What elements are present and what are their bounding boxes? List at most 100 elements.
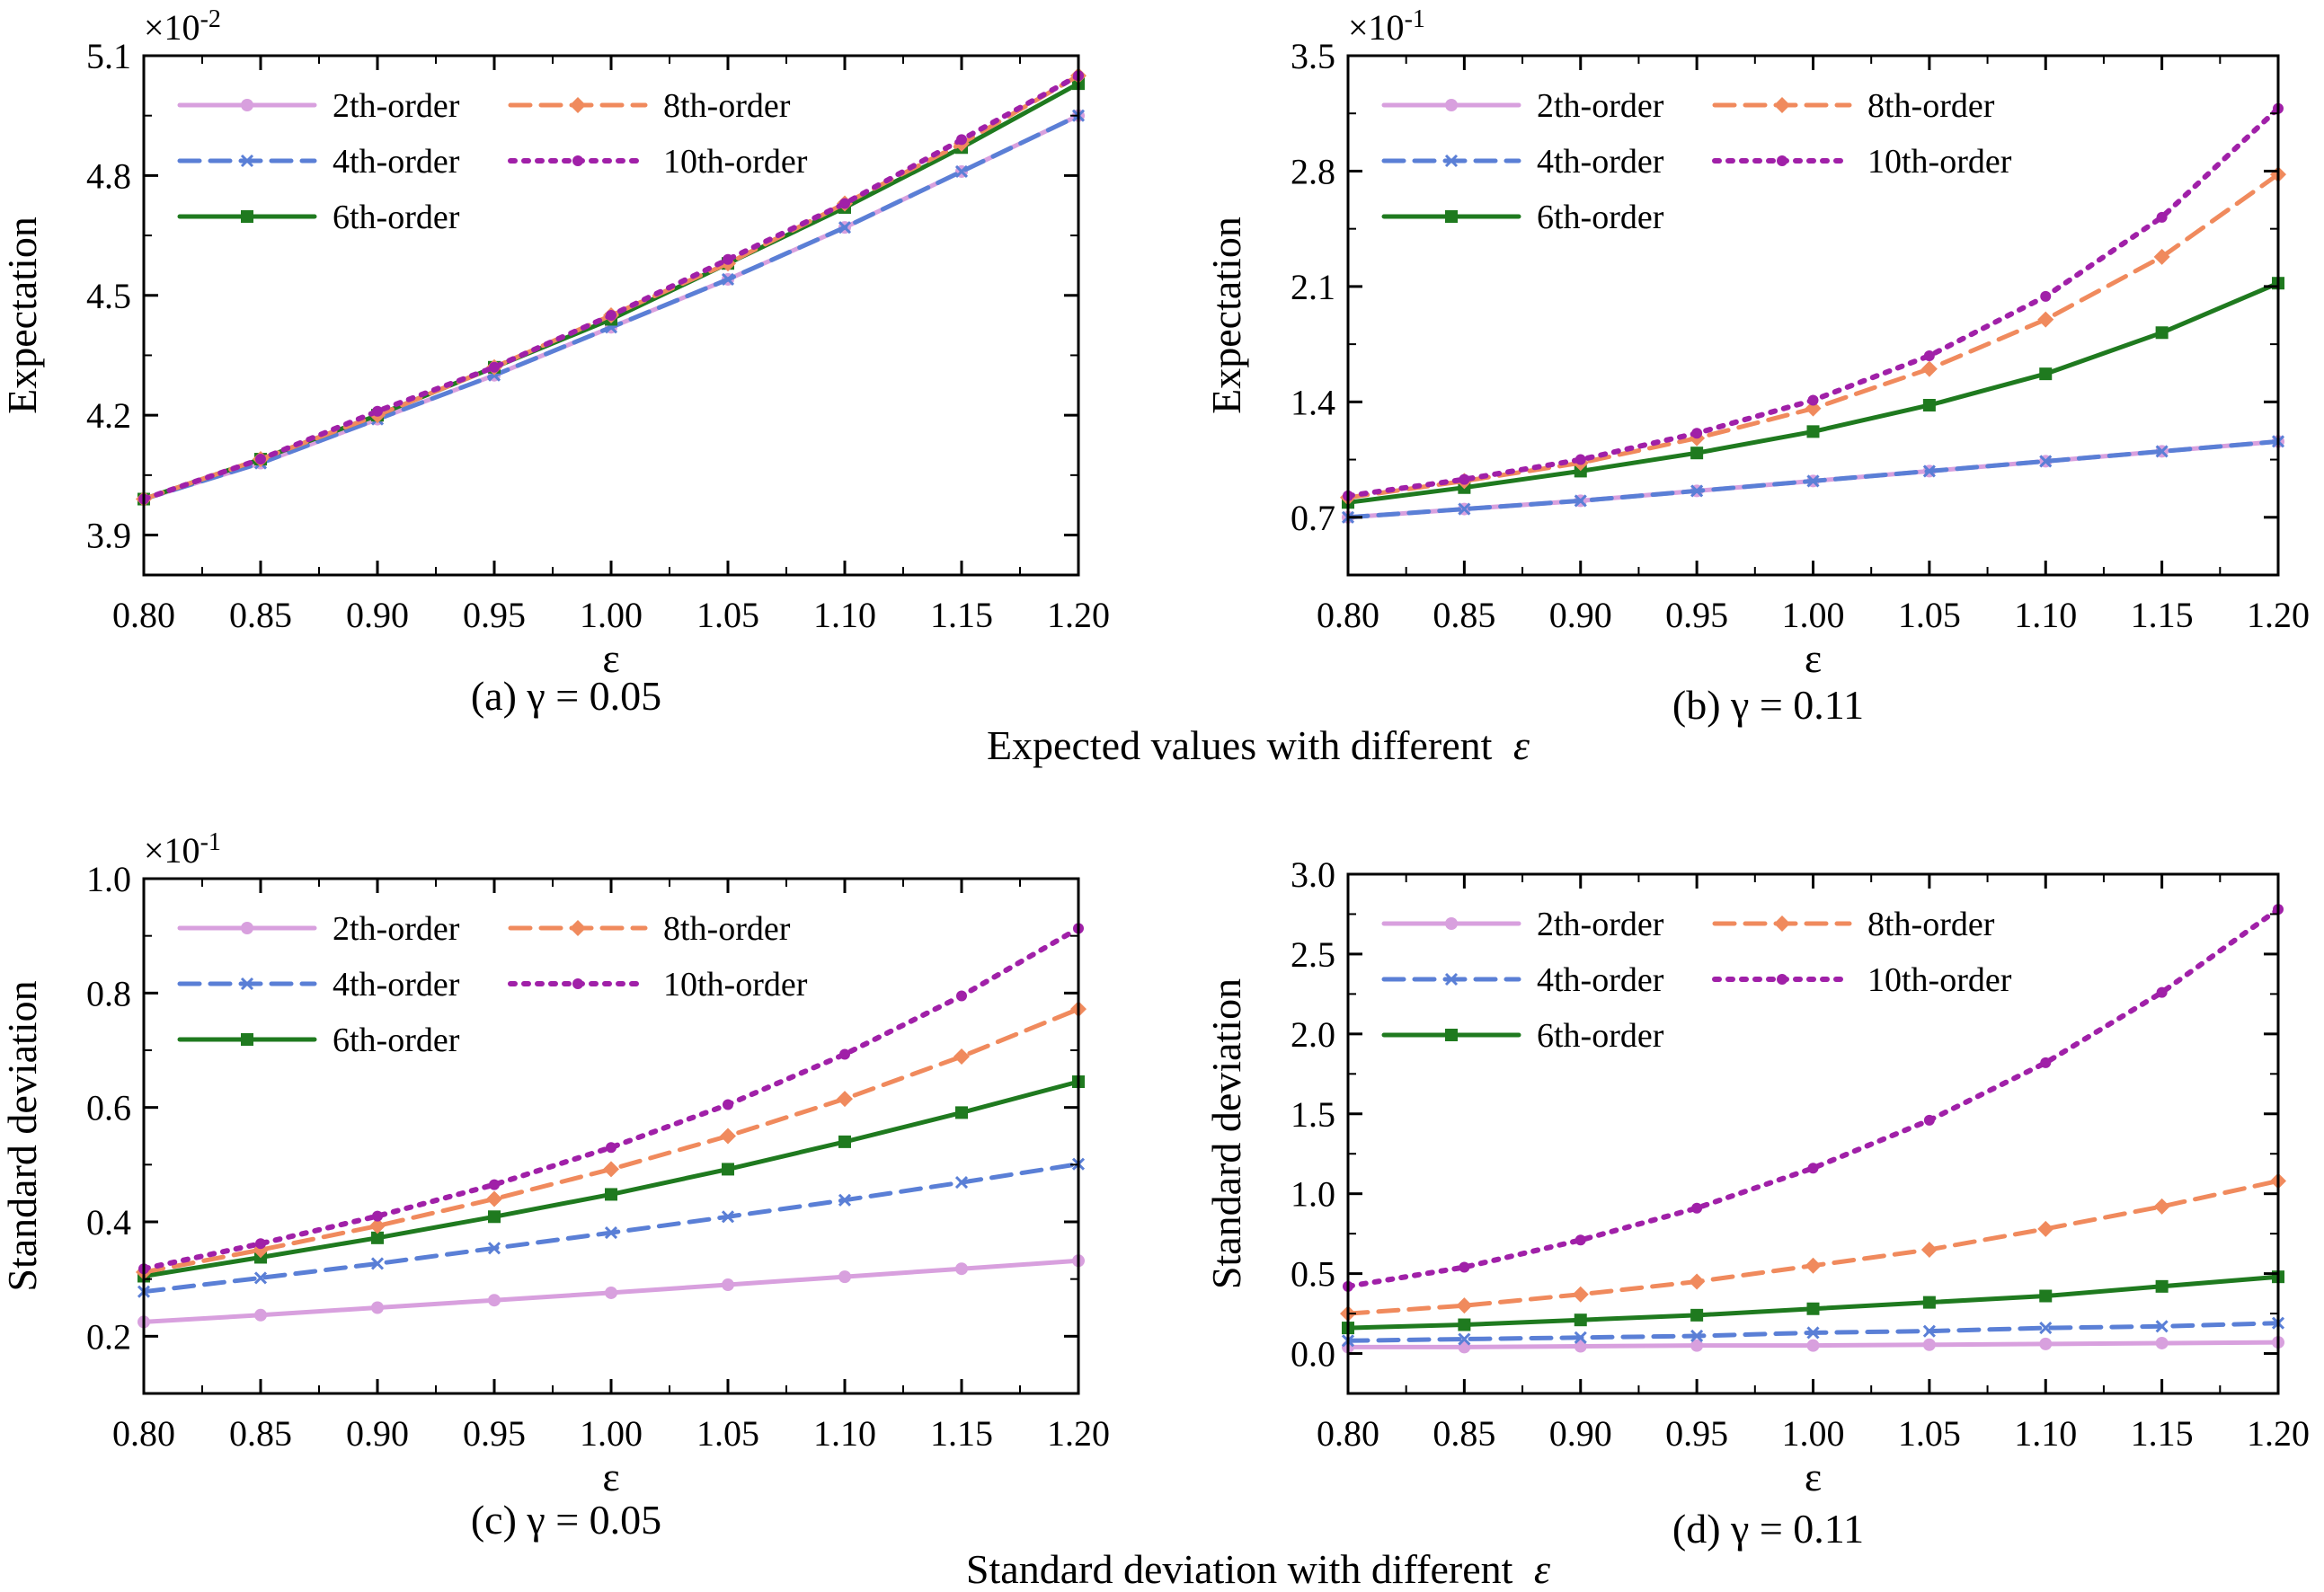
series-line-10th-order: [1345, 907, 2281, 1289]
subplot-b-series: [1340, 102, 2286, 524]
data-point-6th-order: [1458, 1318, 1471, 1331]
data-point-2th-order: [838, 1270, 851, 1284]
legend-label-2th-order: 2th-order: [333, 87, 460, 125]
legend-marker-2th-order: [1445, 99, 1458, 111]
data-point-8th-order: [2153, 1198, 2170, 1215]
data-point-8th-order: [2037, 1220, 2054, 1237]
data-point-8th-order: [1572, 1286, 1589, 1303]
legend-marker-10th-order: [1777, 974, 1787, 985]
x-tick-label: 0.85: [1433, 595, 1495, 635]
axis-exponent: ×10-2: [144, 5, 221, 48]
data-point-4th-order: [1574, 494, 1587, 508]
data-point-10th-order: [1923, 349, 1935, 361]
data-point-2th-order: [605, 1286, 617, 1299]
x-tick-label: 1.15: [2131, 595, 2194, 635]
x-tick-label: 0.90: [346, 1413, 409, 1454]
data-point-2th-order: [1574, 1340, 1587, 1353]
data-point-8th-order: [486, 1190, 502, 1207]
legend-label-2th-order: 2th-order: [1537, 87, 1664, 125]
subplot-c-frame: [142, 877, 1080, 1395]
data-point-4th-order: [838, 221, 852, 234]
y-tick-label: 2.0: [1291, 1014, 1335, 1055]
series-line-10th-order: [141, 73, 1081, 502]
x-axis-label: ε: [1805, 635, 1822, 681]
data-point-2th-order: [2155, 1336, 2169, 1349]
subplot-d-caption: (d) γ = 0.11: [1672, 1506, 1864, 1552]
legend-label-8th-order: 8th-order: [1867, 906, 1995, 943]
data-point-6th-order: [2155, 326, 2169, 340]
subplot-a: 0.80 0.85 0.90 0.95 1.00 1.05 1.10 1.15 1.20 3.9 4…: [0, 5, 1110, 719]
x-tick-label: 0.85: [229, 595, 292, 635]
data-point-6th-order: [605, 1188, 617, 1201]
y-tick-label: 0.2: [86, 1316, 131, 1357]
legend-marker-2th-order: [241, 99, 253, 111]
series-line-8th-order: [141, 73, 1081, 501]
legend-marker-6th-order: [241, 1033, 253, 1046]
data-point-8th-order: [837, 1091, 853, 1108]
x-axis-label: ε: [1805, 1454, 1822, 1499]
x-tick-label: 1.05: [1898, 595, 1961, 635]
subplot-d: 0.80 0.85 0.90 0.95 1.00 1.05 1.10 1.15 1.20 0.0 0…: [1203, 854, 2310, 1552]
x-tick-label: 1.00: [580, 595, 643, 635]
x-tick-label: 1.10: [2014, 1413, 2077, 1454]
subplot-b-caption: (b) γ = 0.11: [1672, 682, 1864, 728]
data-point-10th-order: [839, 1048, 850, 1060]
x-tick-label: 0.80: [112, 595, 175, 635]
y-tick-label: 1.0: [86, 859, 131, 899]
data-point-4th-order: [1806, 474, 1820, 488]
data-point-4th-order: [721, 1210, 735, 1224]
x-tick-label: 0.85: [229, 1413, 292, 1454]
data-point-10th-order: [1574, 1234, 1586, 1246]
subplot-c-caption: (c) γ = 0.05: [471, 1497, 661, 1543]
subplot-d-frame: [1346, 872, 2280, 1395]
data-point-8th-order: [1805, 1257, 1822, 1274]
y-tick-label: 1.4: [1291, 382, 1335, 422]
axis-exponent: ×10-1: [144, 828, 221, 871]
data-point-4th-order: [1922, 1324, 1936, 1338]
group-caption-top: Expected values with different ε: [987, 722, 1530, 768]
x-tick-label: 1.20: [1047, 595, 1110, 635]
data-point-4th-order: [1806, 1326, 1820, 1340]
legend-marker-2th-order: [241, 922, 253, 934]
subplot-c-legend: 2th-order 4th-order 6th-order 8th-order 10th…: [177, 910, 808, 1059]
legend-marker-8th-order: [570, 97, 586, 113]
x-tick-label: 1.00: [580, 1413, 643, 1454]
x-tick-label: 0.95: [463, 1413, 526, 1454]
legend-marker-8th-order: [570, 920, 586, 936]
legend-marker-10th-order: [572, 978, 583, 989]
data-point-8th-order: [720, 1128, 736, 1145]
data-point-10th-order: [1574, 454, 1586, 465]
legend-label-10th-order: 10th-order: [663, 966, 808, 1004]
data-point-10th-order: [1807, 394, 1819, 406]
y-tick-label: 3.0: [1291, 854, 1335, 895]
legend-marker-8th-order: [1774, 97, 1790, 113]
x-tick-label: 1.15: [2131, 1413, 2194, 1454]
data-point-2th-order: [722, 1278, 734, 1292]
data-point-4th-order: [954, 1176, 969, 1190]
x-tick-label: 1.00: [1782, 595, 1845, 635]
data-point-6th-order: [2039, 1289, 2053, 1303]
legend-label-8th-order: 8th-order: [663, 87, 791, 125]
data-point-10th-order: [1691, 1202, 1703, 1214]
data-point-6th-order: [2155, 1279, 2169, 1293]
y-tick-label: 2.8: [1291, 151, 1335, 191]
data-point-8th-order: [2153, 248, 2170, 265]
data-point-8th-order: [954, 1048, 970, 1066]
series-line-8th-order: [1345, 1179, 2281, 1316]
y-tick-label: 0.5: [1291, 1254, 1335, 1295]
data-point-6th-order: [1690, 447, 1704, 460]
subplot-c: 0.80 0.85 0.90 0.95 1.00 1.05 1.10 1.15 1.20 0.2 0…: [0, 828, 1110, 1543]
x-tick-label: 1.05: [696, 1413, 759, 1454]
data-point-10th-order: [2040, 290, 2052, 302]
data-point-10th-order: [1691, 428, 1703, 439]
axis-exponent: ×10-1: [1348, 5, 1425, 48]
legend-marker-6th-order: [1445, 210, 1458, 223]
data-point-2th-order: [254, 1308, 267, 1322]
data-point-2th-order: [1806, 1339, 1820, 1352]
data-point-4th-order: [604, 1226, 618, 1240]
y-tick-label: 1.0: [1291, 1174, 1335, 1215]
data-point-6th-order: [371, 1231, 384, 1244]
data-point-10th-order: [255, 1238, 266, 1250]
x-tick-label: 1.10: [813, 595, 876, 635]
x-tick-label: 0.80: [1317, 595, 1379, 635]
